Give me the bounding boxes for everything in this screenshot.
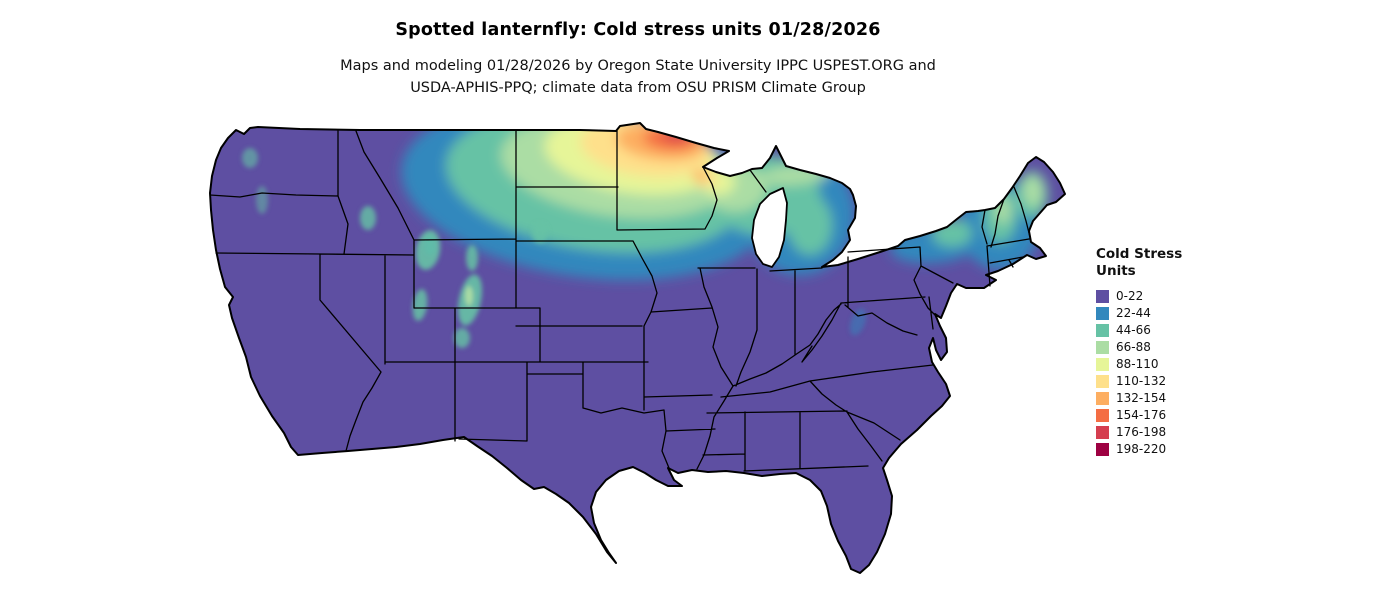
legend-label: 132-154 [1116,391,1167,405]
legend-label: 66-88 [1116,340,1151,354]
legend-label: 88-110 [1116,357,1159,371]
legend-item: 88-110 [1096,356,1216,373]
legend-label: 44-66 [1116,323,1151,337]
legend-label: 154-176 [1116,408,1167,422]
legend-item: 44-66 [1096,322,1216,339]
legend-swatch [1096,358,1109,371]
legend-label: 198-220 [1116,442,1167,456]
page-title: Spotted lanternfly: Cold stress units 01… [395,20,881,40]
lake-michigan [751,187,788,268]
cold-stress-raster [210,123,1065,573]
legend-label: 176-198 [1116,425,1167,439]
legend-item: 198-220 [1096,441,1216,458]
subtitle-line-2: USDA-APHIS-PPQ; climate data from OSU PR… [410,80,866,96]
legend-item: 154-176 [1096,407,1216,424]
legend-title-line-2: Units [1096,263,1136,279]
legend-swatch [1096,324,1109,337]
us-outline [209,122,1066,574]
legend-title: Cold Stress Units [1096,246,1216,280]
legend-item: 110-132 [1096,373,1216,390]
legend-swatch [1096,426,1109,439]
page-subtitle: Maps and modeling 01/28/2026 by Oregon S… [0,55,1276,99]
legend-swatch [1096,392,1109,405]
legend-item: 176-198 [1096,424,1216,441]
legend-label: 110-132 [1116,374,1167,388]
state-borders [209,130,1031,472]
legend-item: 22-44 [1096,305,1216,322]
legend-swatch [1096,409,1109,422]
legend-item: 132-154 [1096,390,1216,407]
legend-swatch [1096,341,1109,354]
legend-item: 0-22 [1096,288,1216,305]
legend-title-line-1: Cold Stress [1096,246,1183,262]
legend-swatch [1096,290,1109,303]
legend-label: 22-44 [1116,306,1151,320]
legend: Cold Stress Units 0-22 22-44 44-66 66-88 88-… [1096,246,1216,458]
legend-label: 0-22 [1116,289,1144,303]
legend-swatch [1096,443,1109,456]
legend-items: 0-22 22-44 44-66 66-88 88-110 110-132 132-154 1… [1096,288,1216,458]
subtitle-line-1: Maps and modeling 01/28/2026 by Oregon S… [340,58,936,74]
legend-swatch [1096,375,1109,388]
legend-swatch [1096,307,1109,320]
legend-item: 66-88 [1096,339,1216,356]
